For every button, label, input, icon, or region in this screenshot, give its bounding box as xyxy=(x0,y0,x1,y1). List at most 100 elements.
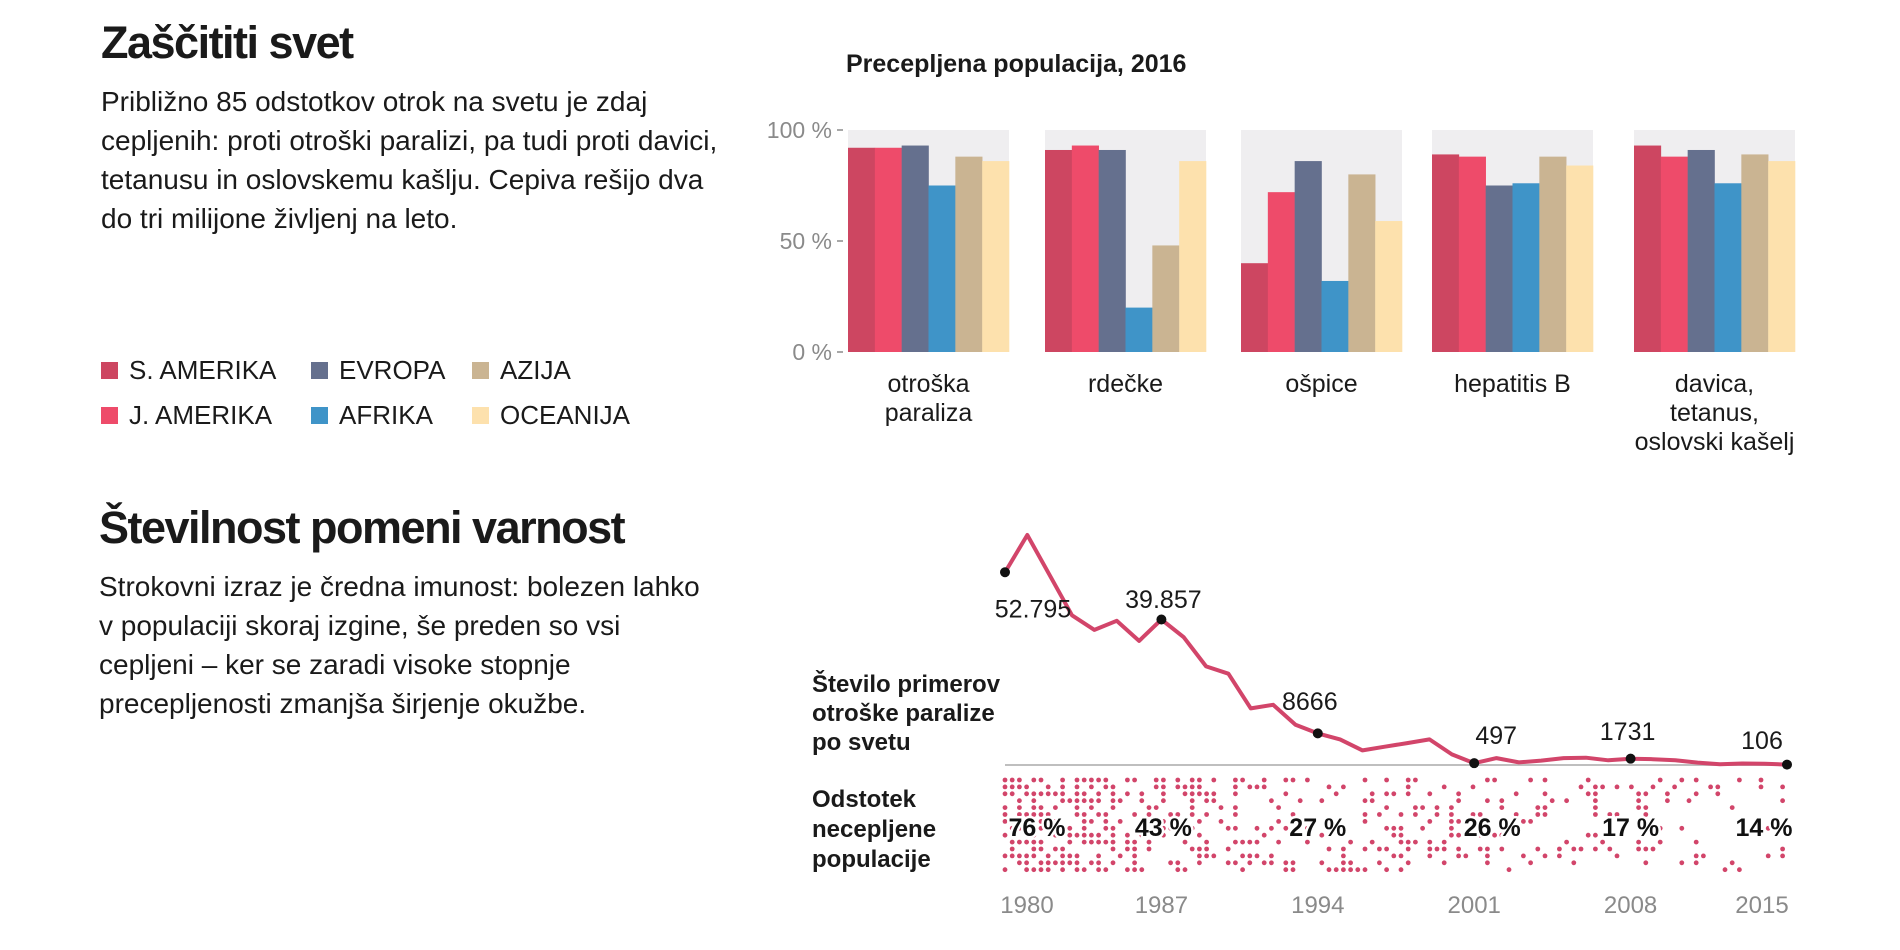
unvaccinated-dot xyxy=(1211,791,1217,797)
x-tick-label: 1980 xyxy=(1000,892,1053,919)
unvaccinated-dot xyxy=(1283,867,1289,873)
unvaccinated-dot xyxy=(1074,860,1080,866)
unvaccinated-dot xyxy=(1254,853,1260,859)
unvaccinated-dot xyxy=(1405,777,1411,783)
unvaccinated-dot xyxy=(1427,846,1433,852)
unvaccinated-dot xyxy=(1377,860,1382,866)
unvaccinated-dot xyxy=(1686,798,1692,804)
section1-text: Približno 85 odstotkov otrok na svetu je… xyxy=(101,86,718,234)
unvaccinated-dot xyxy=(1038,846,1044,852)
unvaccinated-dot xyxy=(1175,777,1181,783)
unvaccinated-dot xyxy=(1168,812,1173,817)
unvaccinated-dot xyxy=(1758,784,1764,790)
unvaccinated-dot xyxy=(1665,798,1670,804)
unvaccinated-dot xyxy=(1290,867,1296,873)
unvaccinated-dot xyxy=(1398,812,1404,817)
unvaccinated-dot xyxy=(1089,819,1094,824)
unvaccinated-dot xyxy=(1197,784,1202,790)
unvaccinated-dot xyxy=(1211,798,1217,804)
unvaccinated-dot xyxy=(1413,805,1418,810)
unvaccinated-dot xyxy=(1369,791,1375,797)
bar xyxy=(1660,156,1688,352)
unvaccinated-dot xyxy=(1132,777,1137,783)
unvaccinated-dot xyxy=(1053,819,1058,824)
unvaccinated-dot xyxy=(1197,777,1202,783)
legend-swatch xyxy=(101,407,118,424)
unvaccinated-dot xyxy=(1038,839,1044,845)
unvaccinated-dot xyxy=(1362,819,1368,824)
unvaccinated-dot xyxy=(1002,819,1008,824)
unvaccinated-dot xyxy=(1153,777,1159,783)
unvaccinated-dot xyxy=(1348,867,1353,873)
line-chart-title-line: Število primerov xyxy=(812,670,1001,698)
unvaccinated-dot xyxy=(1384,791,1389,797)
bar xyxy=(901,145,929,352)
unvaccinated-dot xyxy=(1045,860,1051,866)
unvaccinated-dot xyxy=(1542,791,1548,797)
unvaccinated-dot xyxy=(1261,784,1267,790)
unvaccinated-dot xyxy=(1290,777,1296,783)
unvaccinated-dot xyxy=(1125,846,1130,852)
unvaccinated-dot xyxy=(1233,860,1238,866)
unvaccinated-dot xyxy=(1643,846,1649,852)
unvaccinated-dot xyxy=(1434,805,1440,810)
dot-chart-title-line: Odstotek xyxy=(812,786,917,813)
unvaccinated-dot xyxy=(1103,825,1109,831)
unvaccinated-dot xyxy=(1269,825,1274,831)
unvaccinated-dot xyxy=(1233,805,1238,810)
bar xyxy=(1432,154,1460,352)
unvaccinated-dot xyxy=(1161,798,1166,804)
unvaccinated-dot xyxy=(1780,846,1785,852)
legend-swatch xyxy=(101,362,118,379)
y-tick-label: 100 % xyxy=(767,117,832,143)
unvaccinated-dot xyxy=(1204,853,1209,859)
unvaccinated-dot xyxy=(1002,805,1008,810)
unvaccinated-dot xyxy=(1038,812,1044,817)
unvaccinated-dot xyxy=(1168,825,1173,831)
bar xyxy=(928,185,956,352)
unvaccinated-dot xyxy=(1009,791,1015,797)
unvaccinated-dot xyxy=(1679,860,1685,866)
unvaccinated-dot xyxy=(1319,832,1325,838)
unvaccinated-dot xyxy=(1002,853,1008,859)
unvaccinated-dot xyxy=(1780,853,1785,859)
unvaccinated-dot xyxy=(1009,853,1015,859)
unvaccinated-dot xyxy=(1499,846,1505,852)
data-point-marker xyxy=(1782,759,1792,770)
unvaccinated-dot xyxy=(1081,832,1087,838)
unvaccinated-dot xyxy=(1405,784,1411,790)
unvaccinated-dot xyxy=(1391,791,1397,797)
unvaccinated-dot xyxy=(1189,805,1195,810)
unvaccinated-dot xyxy=(1528,819,1533,824)
unvaccinated-dot xyxy=(1369,839,1375,845)
unvaccinated-dot xyxy=(1362,812,1368,817)
legend-label: S. AMERIKA xyxy=(129,355,277,385)
bar xyxy=(1179,161,1207,352)
unvaccinated-dot xyxy=(1434,846,1440,852)
unvaccinated-dot xyxy=(1153,805,1159,810)
unvaccinated-dot xyxy=(1125,777,1130,783)
unvaccinated-dot xyxy=(1333,867,1339,873)
unvaccinated-dot xyxy=(1701,853,1706,859)
unvaccinated-dot xyxy=(1175,867,1181,873)
unvaccinated-dot xyxy=(1009,777,1015,783)
section2-title: Številnost pomeni varnost xyxy=(99,502,626,553)
unvaccinated-dot xyxy=(1139,798,1145,804)
unvaccinated-dot xyxy=(1780,784,1785,790)
unvaccinated-dot xyxy=(1477,832,1483,838)
unvaccinated-dot xyxy=(1024,860,1029,866)
unvaccinated-dot xyxy=(1074,812,1080,817)
unvaccinated-dot xyxy=(1449,832,1454,838)
percent-label: 26 % xyxy=(1464,814,1521,842)
unvaccinated-dot xyxy=(1348,839,1353,845)
unvaccinated-dot xyxy=(1398,832,1404,838)
unvaccinated-dot xyxy=(1672,784,1677,790)
unvaccinated-dot xyxy=(1614,812,1620,817)
unvaccinated-dot xyxy=(1593,846,1598,852)
unvaccinated-dot xyxy=(1053,832,1058,838)
data-point-label: 39.857 xyxy=(1125,586,1201,614)
unvaccinated-dot xyxy=(1513,812,1519,817)
section2-text: Strokovni izraz je čredna imunost: bolez… xyxy=(99,571,700,719)
x-tick-label: davica, tetanus, oslovski kašelj xyxy=(1635,370,1795,456)
unvaccinated-dot xyxy=(1722,867,1728,873)
